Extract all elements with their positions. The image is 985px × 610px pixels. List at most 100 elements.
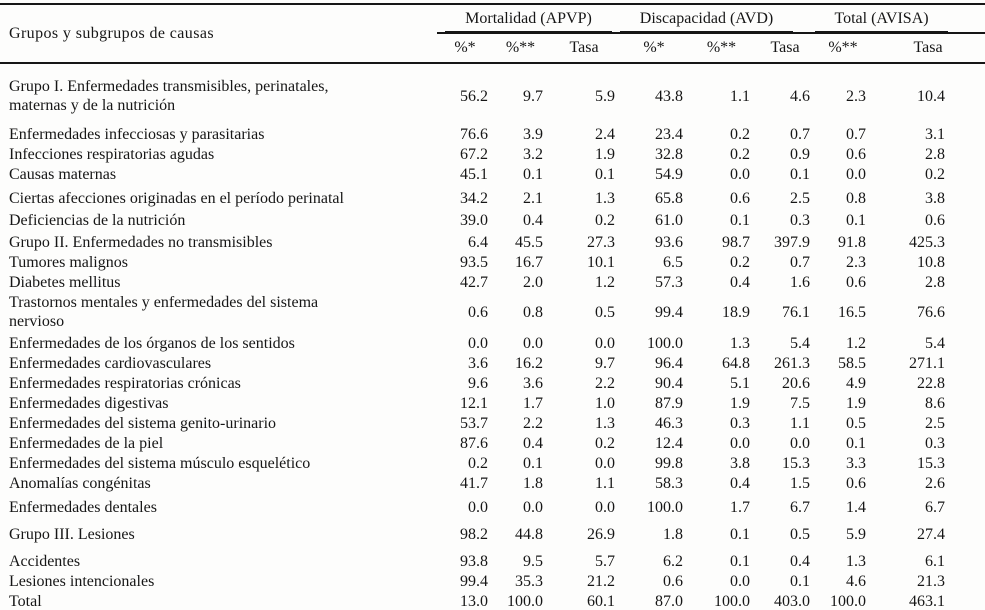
value-cell: 90.4 [655,375,684,392]
value-cell: 6.4 [468,234,488,251]
value-cell: 0.7 [846,126,867,143]
row-label: Enfermedades infecciosas y parasitarias [9,126,265,143]
value-cell: 2.4 [595,126,616,143]
corner-header: Grupos y subgrupos de causas [0,4,437,64]
table-header: Grupos y subgrupos de causas Mortalidad … [0,4,985,64]
value-cell: 100.0 [688,591,756,610]
value-cell: 0.0 [595,335,616,352]
value-cell: 10.4 [917,87,946,105]
value-cell: 2.0 [523,274,543,291]
value-cell: 0.0 [523,335,543,352]
value-cell: 0.7 [790,254,811,271]
value-cell: 1.4 [846,499,867,516]
value-cell: 7.5 [790,395,811,412]
value-cell: 0.1 [730,212,751,229]
value-cell: 1.1 [730,87,751,105]
value-cell: 0.0 [730,166,751,183]
table-body: Grupo I. Enfermedades transmisibles, per… [0,63,985,610]
value-cell: 12.4 [655,435,684,452]
value-cell: 43.8 [655,87,684,105]
total-row: Total 13.0 100.0 60.1 87.0 100.0 403.0 100.0 463… [0,591,985,610]
value-cell: 18.9 [722,303,751,321]
value-cell: 0.5 [846,415,867,432]
value-cell: 0.1 [523,455,543,472]
group-header-total: Total (AVISA) [815,4,985,34]
table-row: Enfermedades del sistema músculo esquelé… [0,453,985,473]
value-cell: 0.2 [730,126,751,143]
row-label: Grupo III. Lesiones [9,526,135,543]
value-cell: 76.1 [782,303,811,321]
value-cell: 100.0 [647,335,684,352]
value-cell: 99.4 [655,303,684,321]
table-row: Ciertas afecciones originadas en el perí… [0,184,985,208]
value-cell: 1.3 [595,190,616,207]
value-cell: 0.1 [846,435,867,452]
value-cell: 0.0 [468,335,488,352]
subheader-total-tasa: Tasa [871,33,985,64]
row-label: Enfermedades cardiovasculares [9,355,212,372]
value-cell: 6.2 [663,553,684,570]
value-cell: 1.1 [595,475,616,492]
value-cell: 35.3 [515,573,543,590]
table-row: Enfermedades respiratorias crónicas 9.6 3.… [0,373,985,393]
table-row: Enfermedades cardiovasculares 3.6 16.2 9.7 9… [0,353,985,373]
value-cell: 2.5 [925,415,946,432]
value-cell: 261.3 [774,355,811,372]
value-cell: 0.3 [730,415,751,432]
value-cell: 1.2 [595,274,616,291]
value-cell: 0.1 [523,166,543,183]
value-cell: 54.9 [655,166,684,183]
value-cell: 0.5 [790,526,811,543]
row-label: Ciertas afecciones originadas en el perí… [9,190,344,207]
value-cell: 0.2 [730,146,751,163]
value-cell: 5.4 [925,335,946,352]
table-row: Causas maternas 45.1 0.1 0.1 54.9 0.0 0.1 0.0 0.… [0,164,985,184]
value-cell: 2.2 [595,375,616,392]
value-cell: 32.8 [655,146,684,163]
group-row: Grupo I. Enfermedades transmisibles, per… [0,63,985,117]
value-cell: 99.8 [655,455,684,472]
row-label: Total [0,591,437,610]
value-cell: 45.5 [515,234,543,251]
value-cell: 1.5 [790,475,811,492]
value-cell: 0.1 [730,526,751,543]
value-cell: 39.0 [460,212,488,229]
value-cell: 87.9 [655,395,684,412]
value-cell: 46.3 [655,415,684,432]
value-cell: 425.3 [909,234,946,251]
value-cell: 27.3 [587,234,616,251]
value-cell: 60.1 [548,591,621,610]
value-cell: 2.1 [523,190,543,207]
value-cell: 1.9 [595,146,616,163]
value-cell: 1.8 [663,526,684,543]
table-row: Enfermedades de los órganos de los senti… [0,333,985,353]
value-cell: 65.8 [655,190,684,207]
value-cell: 0.9 [790,146,811,163]
value-cell: 76.6 [460,126,488,143]
value-cell: 8.6 [925,395,946,412]
value-cell: 0.8 [846,190,867,207]
value-cell: 42.7 [460,274,488,291]
value-cell: 0.2 [730,254,751,271]
value-cell: 21.3 [917,573,946,590]
row-label: Enfermedades digestivas [9,395,169,412]
value-cell: 0.4 [523,435,543,452]
value-cell: 4.6 [846,573,867,590]
value-cell: 20.6 [782,375,811,392]
value-cell: 5.4 [790,335,811,352]
row-label: Deficiencias de la nutrición [9,212,186,229]
value-cell: 3.6 [468,355,488,372]
subheader-mortalidad-pct1: %* [437,33,493,64]
row-label: Tumores malignos [9,254,128,271]
value-cell: 2.6 [925,475,946,492]
value-cell: 0.4 [523,212,543,229]
value-cell: 2.2 [523,415,543,432]
value-cell: 44.8 [515,526,543,543]
row-label: Enfermedades del sistema músculo esquelé… [9,455,311,472]
value-cell: 96.4 [655,355,684,372]
value-cell: 0.6 [663,573,684,590]
value-cell: 10.8 [917,254,946,271]
group-row: Grupo II. Enfermedades no transmisibles 6… [0,230,985,252]
row-label: Diabetes mellitus [9,274,121,291]
value-cell: 2.8 [925,274,946,291]
